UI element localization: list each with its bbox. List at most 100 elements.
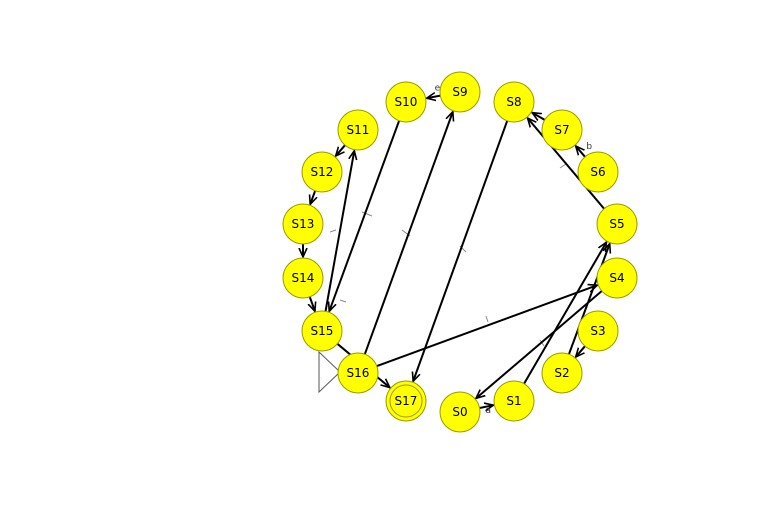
state-s16: S16 — [337, 352, 379, 394]
transition-line — [523, 242, 606, 385]
state-s2: S2 — [541, 352, 583, 394]
state-s12: S12 — [301, 151, 343, 193]
state-s9: S9 — [439, 71, 481, 113]
transition-s14-s15 — [310, 296, 315, 311]
state-label: S0 — [452, 405, 467, 419]
transition-line — [479, 405, 494, 408]
transition-line — [310, 190, 315, 204]
transition-line — [427, 96, 441, 99]
state-circle — [282, 257, 324, 299]
transition-s1-s5 — [523, 242, 606, 385]
state-label: S1 — [506, 394, 521, 408]
state-label: S12 — [311, 165, 334, 179]
tick-mark — [485, 315, 489, 323]
state-circle — [577, 310, 619, 352]
state-circle — [385, 81, 427, 123]
state-s10: S10 — [385, 81, 427, 123]
state-circle — [493, 81, 535, 123]
transition-s15-s11 — [324, 151, 355, 312]
transition-s16-s9 — [363, 112, 453, 355]
state-s17: S17 — [385, 380, 427, 422]
transition-line — [576, 146, 586, 158]
transition-s8-s17 — [413, 120, 509, 381]
state-circle — [301, 310, 343, 352]
edge-tick-marks — [329, 163, 567, 347]
state-label: S5 — [609, 217, 624, 231]
transition-line — [476, 290, 603, 398]
state-label: S4 — [609, 271, 624, 285]
initial-state-marker — [318, 350, 341, 394]
transition-line — [336, 144, 346, 156]
state-s13: S13 — [282, 203, 324, 245]
state-label: S6 — [590, 165, 605, 179]
state-nodes: S0 S1 S2 S3 S4 S5 S6 S7 S8 S9 S10 S11 S12 S13 S14 S15 S1… — [282, 71, 638, 433]
state-circle — [301, 151, 343, 193]
transition-s6-s7: b — [576, 142, 592, 158]
transition-line — [532, 113, 546, 120]
state-s1: S1 — [493, 380, 535, 422]
state-circle — [577, 151, 619, 193]
transition-line — [567, 244, 610, 355]
transition-s10-s15 — [329, 120, 401, 312]
state-label: S7 — [554, 123, 569, 137]
tick-mark — [339, 299, 347, 303]
transition-s2-s5 — [567, 244, 610, 355]
state-label: S13 — [292, 217, 315, 231]
transition-s16-s4 — [376, 285, 598, 368]
state-label: S16 — [347, 366, 370, 380]
state-s5: S5 — [596, 203, 638, 245]
state-label: S14 — [292, 271, 315, 285]
transition-s5-s8 — [528, 118, 605, 210]
state-circle — [541, 109, 583, 151]
state-circle — [493, 380, 535, 422]
state-label: S8 — [506, 95, 521, 109]
state-label: S17 — [395, 394, 418, 408]
transition-s9-s10: e — [427, 84, 441, 99]
state-s4: S4 — [596, 257, 638, 299]
state-s11: S11 — [337, 109, 379, 151]
transition-s0-s1: a — [479, 405, 494, 416]
state-s15: S15 — [301, 310, 343, 352]
state-circle — [439, 71, 481, 113]
transition-line — [324, 151, 355, 312]
transition-line — [576, 345, 586, 357]
state-label: S9 — [452, 85, 467, 99]
state-s8: S8 — [493, 81, 535, 123]
transition-label: b — [586, 142, 592, 152]
transition-label: e — [435, 84, 441, 94]
state-circle — [337, 352, 379, 394]
state-circle — [337, 109, 379, 151]
transition-s3-s2 — [576, 345, 586, 357]
transition-line — [363, 112, 453, 355]
tick-mark — [559, 163, 567, 169]
state-s14: S14 — [282, 257, 324, 299]
state-circle — [596, 257, 638, 299]
state-circle — [596, 203, 638, 245]
transition-s4-s0 — [476, 290, 603, 398]
state-s7: S7 — [541, 109, 583, 151]
final-state-ring — [389, 384, 423, 418]
transition-edges: a b e — [303, 84, 610, 416]
transition-line — [413, 120, 509, 381]
tick-mark — [329, 229, 337, 233]
tick-mark — [361, 211, 373, 217]
state-s6: S6 — [577, 151, 619, 193]
transition-s7-s8 — [532, 113, 546, 120]
state-circle — [282, 203, 324, 245]
transition-line — [528, 118, 605, 210]
state-label: S10 — [395, 95, 418, 109]
state-circle — [439, 391, 481, 433]
transition-label: a — [485, 406, 491, 416]
transition-s11-s12 — [336, 144, 346, 156]
transition-line — [310, 296, 315, 311]
transition-line — [329, 120, 401, 312]
transition-s12-s13 — [310, 190, 315, 204]
state-s3: S3 — [577, 310, 619, 352]
state-s0: S0 — [439, 391, 481, 433]
transition-line — [376, 285, 598, 368]
state-label: S3 — [590, 324, 605, 338]
state-circle — [541, 352, 583, 394]
state-label: S15 — [311, 324, 334, 338]
state-label: S2 — [554, 366, 569, 380]
state-label: S11 — [347, 123, 370, 137]
